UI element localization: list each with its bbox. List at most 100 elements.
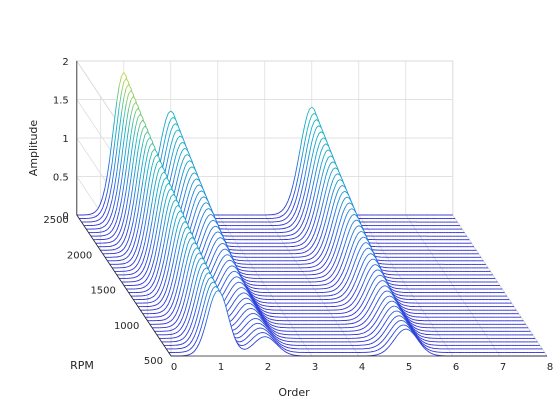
rpm-trace-segment: [318, 195, 322, 206]
rpm-trace-segment: [281, 219, 284, 222]
rpm-trace-segment: [301, 176, 306, 189]
rpm-trace-segment: [347, 310, 350, 313]
rpm-trace-segment: [243, 278, 247, 281]
rpm-trace-segment: [146, 262, 151, 270]
rpm-trace-segment: [213, 219, 216, 222]
rpm-trace-segment: [139, 270, 144, 275]
rpm-trace-segment: [132, 239, 137, 248]
rpm-trace-segment: [346, 275, 350, 282]
rpm-trace-segment: [175, 137, 179, 144]
rpm-trace-segment: [142, 241, 146, 252]
rpm-trace-segment: [259, 311, 263, 315]
rpm-trace-segment: [318, 139, 322, 146]
rpm-trace-segment: [163, 299, 167, 305]
rpm-trace-segment: [175, 199, 179, 203]
rpm-trace-segment: [323, 268, 327, 272]
rpm-trace-segment: [318, 150, 322, 160]
rpm-trace-segment: [165, 155, 169, 168]
rpm-trace-segment: [278, 215, 282, 218]
rpm-trace-segment: [313, 237, 318, 244]
rpm-trace-segment: [248, 287, 252, 291]
rpm-trace-segment: [215, 266, 219, 273]
rpm-trace-segment: [314, 269, 317, 272]
rpm-trace-segment: [177, 182, 181, 193]
rpm-trace-segment: [168, 110, 172, 114]
rpm-trace-segment: [335, 287, 339, 290]
rpm-trace-segment: [179, 131, 184, 138]
rpm-trace-segment: [328, 290, 331, 293]
rpm-trace-segment: [200, 247, 205, 255]
rpm-trace-segment: [257, 304, 261, 308]
rpm-trace-segment: [135, 102, 139, 106]
rpm-trace-segment: [93, 216, 96, 219]
rpm-trace-segment: [241, 282, 245, 286]
rpm-trace-segment: [88, 213, 91, 216]
rpm-trace-segment: [208, 203, 212, 208]
rpm-trace-segment: [344, 296, 348, 300]
rpm-trace-segment: [320, 170, 325, 180]
rpm-trace-segment: [151, 280, 155, 286]
rpm-trace-segment: [320, 258, 324, 262]
rpm-trace-segment: [177, 168, 181, 178]
rpm-trace-segment: [334, 216, 339, 226]
rpm-trace-segment: [151, 171, 155, 183]
rpm-trace-segment: [191, 214, 195, 224]
rpm-trace-segment: [128, 99, 132, 110]
rpm-trace-segment: [349, 202, 353, 205]
rpm-trace-segment: [306, 121, 310, 131]
rpm-trace-segment: [111, 244, 115, 247]
rpm-trace-segment: [125, 212, 129, 224]
rpm-trace-segment: [106, 195, 111, 206]
rpm-trace-segment: [311, 133, 315, 143]
rpm-trace-segment: [396, 296, 400, 299]
rpm-trace-segment: [285, 200, 289, 206]
rpm-trace-segment: [234, 282, 237, 286]
rpm-trace-segment: [299, 213, 303, 220]
rpm-trace-segment: [175, 255, 179, 267]
rpm-trace-segment: [144, 131, 148, 136]
rpm-trace-segment: [379, 270, 383, 274]
rpm-trace-segment: [320, 131, 324, 134]
rpm-trace-segment: [184, 147, 188, 151]
rpm-trace-segment: [144, 229, 148, 242]
rpm-trace-segment: [201, 190, 205, 193]
rpm-trace-segment: [320, 156, 325, 165]
rpm-trace-segment: [121, 141, 125, 160]
rpm-trace-segment: [325, 195, 329, 206]
rpm-trace-segment: [194, 185, 198, 191]
rpm-trace-segment: [191, 190, 195, 197]
rpm-trace-segment: [142, 186, 146, 203]
rpm-trace-segment: [142, 125, 146, 130]
rpm-trace-segment: [297, 149, 301, 163]
rpm-trace-segment: [104, 174, 108, 188]
rpm-trace-segment: [292, 232, 296, 235]
rpm-trace-segment: [325, 265, 329, 270]
rpm-trace-segment: [341, 207, 346, 215]
rpm-trace-segment: [146, 131, 151, 136]
rpm-trace-segment: [165, 235, 170, 249]
rpm-trace-segment: [132, 259, 136, 264]
rpm-trace-segment: [156, 198, 160, 212]
rpm-trace-segment: [137, 216, 141, 230]
rpm-trace-segment: [154, 298, 158, 302]
rpm-trace-segment: [203, 196, 207, 199]
rpm-trace-segment: [151, 270, 155, 278]
rpm-trace-segment: [140, 287, 143, 289]
rpm-trace-segment: [358, 296, 362, 302]
rpm-trace-segment: [151, 157, 155, 166]
rpm-trace-segment: [187, 226, 191, 230]
rpm-trace-segment: [313, 214, 317, 224]
rpm-trace-segment: [238, 274, 242, 278]
rpm-trace-segment: [241, 277, 245, 283]
rpm-trace-segment: [313, 127, 317, 134]
rpm-trace-segment: [280, 208, 284, 212]
rpm-trace-segment: [187, 231, 191, 235]
rpm-trace-segment: [205, 224, 209, 230]
rpm-trace-segment: [323, 190, 327, 201]
rpm-trace-segment: [299, 243, 303, 246]
rpm-trace-segment: [349, 208, 353, 211]
rpm-trace-segment: [358, 287, 362, 294]
rpm-trace-segment: [229, 265, 233, 268]
rpm-trace-segment: [191, 162, 195, 168]
